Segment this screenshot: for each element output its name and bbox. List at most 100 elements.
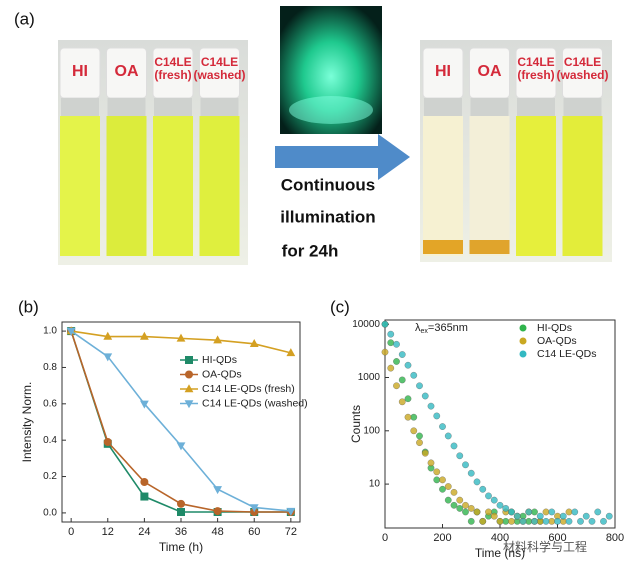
cuvette-neck (107, 98, 146, 116)
x-tick-label: 48 (211, 526, 223, 538)
point (404, 395, 412, 403)
marker (249, 504, 259, 513)
marker (103, 438, 112, 446)
point (594, 508, 602, 516)
point (525, 508, 533, 516)
point (467, 517, 475, 525)
y-tick-label: 1.0 (43, 326, 57, 337)
x-axis-label: Time (ns) (475, 546, 525, 560)
point (473, 508, 481, 516)
point (554, 517, 561, 525)
point (588, 517, 596, 525)
legend-marker (185, 356, 193, 364)
marker (66, 327, 76, 336)
point (444, 496, 452, 504)
point (519, 517, 527, 525)
annotation-sub: ex (421, 328, 429, 335)
point (439, 485, 446, 493)
marker (177, 508, 185, 516)
point (450, 488, 458, 496)
y-tick-label: 0.4 (43, 435, 57, 446)
cuvette-label: (washed) (556, 68, 608, 82)
x-tick-label: 400 (491, 532, 509, 544)
point (439, 423, 446, 430)
point (600, 517, 607, 525)
cuvette-label: HI (72, 63, 88, 80)
point (387, 339, 395, 347)
cuvette-label: HI (435, 63, 451, 80)
y-tick-label: 0.2 (43, 471, 57, 482)
cuvette-label: (washed) (193, 68, 245, 82)
point (450, 501, 458, 509)
point (525, 517, 533, 525)
cuvette-label: OA (115, 63, 139, 80)
cuvette-liquid (153, 116, 193, 256)
sediment (423, 240, 463, 254)
marker (176, 333, 186, 342)
x-tick-label: 36 (175, 526, 187, 538)
y-tick-label: 0.6 (43, 398, 57, 409)
point (404, 361, 412, 369)
legend-marker (184, 384, 194, 393)
point (531, 517, 538, 525)
point (582, 512, 590, 520)
x-axis-label: Time (h) (159, 540, 203, 554)
point (502, 505, 510, 512)
legend-label: HI-QDs (202, 354, 237, 366)
y-axis-label: Counts (349, 405, 363, 443)
cuvette-neck (563, 98, 602, 116)
sediment (469, 240, 510, 254)
cuvette-liquid (469, 116, 510, 256)
point (456, 496, 464, 504)
cuvette-neck (200, 98, 239, 116)
y-tick-label: 10000 (352, 319, 380, 330)
point (427, 459, 435, 467)
point (381, 320, 389, 328)
marker (286, 507, 296, 516)
series-line (70, 330, 291, 513)
cuvette-liquid (60, 116, 100, 256)
point (404, 413, 412, 421)
point (479, 485, 487, 493)
cuvette-label: (fresh) (517, 68, 554, 82)
legend-marker (519, 337, 527, 345)
point (605, 512, 613, 520)
cuvette-label: (fresh) (154, 68, 191, 82)
point (548, 508, 556, 516)
annotation-text: =365nm (428, 322, 468, 334)
x-tick-label: 60 (248, 526, 260, 538)
cuvette-label: C14LE (517, 55, 554, 69)
point (393, 382, 400, 390)
point (416, 382, 423, 390)
point (387, 364, 395, 372)
cuvette-neck (154, 98, 192, 116)
arrow (275, 134, 410, 180)
series-line (70, 330, 291, 512)
glow-base (289, 96, 373, 124)
point (462, 501, 469, 509)
panel-label: (c) (330, 297, 350, 316)
cuvette-label: OA (478, 63, 502, 80)
point (427, 402, 435, 410)
point (444, 483, 452, 490)
marker (249, 339, 259, 348)
x-tick-label: 72 (285, 526, 297, 538)
point (565, 508, 573, 516)
legend-label: OA-QDs (202, 368, 242, 380)
marker (177, 499, 185, 508)
point (496, 517, 504, 525)
point (462, 508, 469, 516)
point (410, 371, 418, 379)
y-tick-label: 0.8 (43, 362, 57, 373)
point (485, 492, 492, 500)
point (508, 517, 515, 525)
arrow-text: illumination (280, 207, 375, 226)
point (467, 469, 475, 477)
legend-label: OA-QDs (537, 335, 577, 347)
legend-marker (185, 370, 193, 379)
marker (286, 348, 296, 357)
legend-label: C14 LE-QDs (537, 348, 597, 360)
point (508, 508, 515, 516)
point (398, 351, 406, 358)
marker (213, 507, 222, 516)
